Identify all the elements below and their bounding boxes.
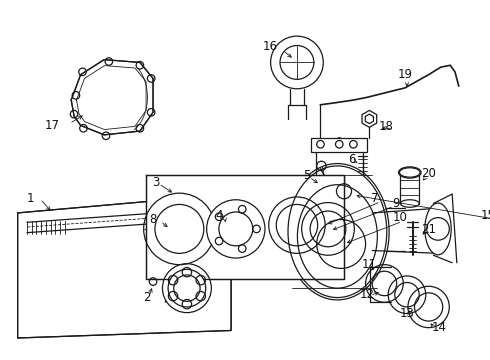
- Ellipse shape: [207, 200, 265, 258]
- Text: 1: 1: [27, 192, 34, 205]
- Text: 19: 19: [397, 68, 413, 81]
- Bar: [311, 138, 368, 152]
- Text: 3: 3: [152, 176, 160, 189]
- Text: 4: 4: [215, 209, 222, 222]
- Ellipse shape: [400, 200, 419, 207]
- Text: 11: 11: [362, 258, 377, 271]
- Text: 5: 5: [304, 169, 311, 182]
- Text: 21: 21: [421, 223, 436, 237]
- Text: 9: 9: [392, 197, 399, 210]
- Ellipse shape: [398, 167, 421, 178]
- Text: 17: 17: [45, 119, 60, 132]
- Ellipse shape: [168, 269, 206, 307]
- Text: 20: 20: [421, 167, 436, 180]
- Text: 12: 12: [360, 288, 375, 301]
- Text: 18: 18: [379, 120, 394, 133]
- Polygon shape: [147, 175, 344, 279]
- Text: 10: 10: [393, 211, 408, 224]
- Text: 16: 16: [263, 40, 278, 53]
- Text: 14: 14: [432, 321, 446, 334]
- Polygon shape: [71, 60, 153, 135]
- Text: 6: 6: [348, 153, 355, 166]
- Text: 2: 2: [143, 291, 150, 304]
- Text: 8: 8: [149, 213, 157, 226]
- Polygon shape: [365, 114, 373, 123]
- Polygon shape: [362, 111, 377, 127]
- Ellipse shape: [163, 264, 211, 312]
- Text: 13: 13: [399, 307, 415, 320]
- Text: 15: 15: [480, 209, 490, 222]
- Ellipse shape: [425, 203, 451, 255]
- Polygon shape: [18, 194, 231, 338]
- Text: 7: 7: [371, 192, 379, 205]
- Ellipse shape: [286, 163, 389, 300]
